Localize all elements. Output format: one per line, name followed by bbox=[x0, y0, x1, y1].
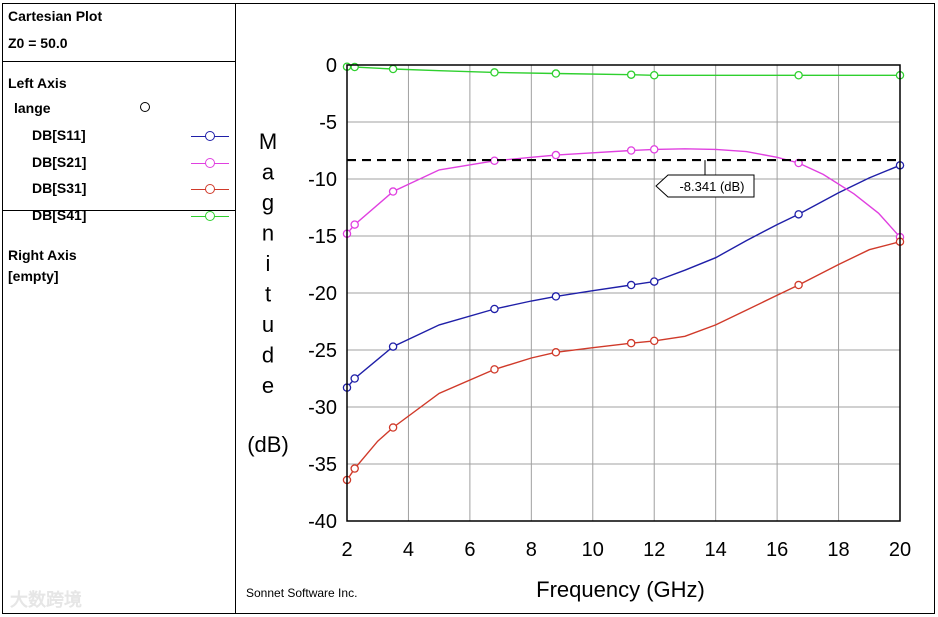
x-tick-label-20: 20 bbox=[889, 539, 911, 561]
x-tick-label-4: 4 bbox=[403, 539, 414, 561]
y-axis-title-letter-6: u bbox=[262, 312, 274, 337]
watermark-text: 大数跨境 bbox=[10, 590, 82, 610]
series-point-db-s31-3 bbox=[490, 365, 499, 374]
series-point-db-s21-3 bbox=[490, 156, 499, 166]
y-tick-label--10: -10 bbox=[308, 169, 337, 191]
series-point-db-s11-7 bbox=[794, 210, 803, 219]
grid bbox=[347, 65, 900, 521]
series-point-db-s31-4 bbox=[551, 348, 561, 357]
y-tick-label--40: -40 bbox=[308, 511, 337, 533]
y-axis-title-letter-1: a bbox=[262, 160, 275, 185]
series-point-db-s41-5 bbox=[626, 70, 636, 79]
series-point-db-s31-5 bbox=[626, 338, 636, 348]
legend-label-db-s21[interactable]: DB[S21] bbox=[32, 153, 87, 170]
series-point-db-s11-5 bbox=[626, 280, 636, 290]
x-tick-label-18: 18 bbox=[827, 539, 849, 561]
series-point-db-s41-6 bbox=[649, 71, 659, 80]
series-point-db-s41-7 bbox=[794, 71, 803, 80]
series-point-db-s11-4 bbox=[551, 292, 561, 301]
series-point-db-s21-4 bbox=[551, 150, 561, 160]
y-tick-label-0: 0 bbox=[326, 55, 337, 77]
y-tick-label--30: -30 bbox=[308, 397, 337, 419]
y-tick-label--20: -20 bbox=[308, 283, 337, 305]
series-point-db-s41-3 bbox=[490, 68, 499, 77]
series-point-db-s21-6 bbox=[649, 145, 659, 154]
series-point-db-s11-3 bbox=[490, 304, 499, 314]
series-line-db-s11 bbox=[346, 164, 901, 389]
y-tick-label--15: -15 bbox=[308, 226, 337, 248]
legend-marker-db-s21 bbox=[205, 157, 215, 168]
legend-group-name[interactable]: lange bbox=[14, 100, 51, 116]
left-axis-title: Left Axis bbox=[8, 75, 67, 91]
marker-label: -8.341 (dB) bbox=[679, 179, 744, 194]
series-point-db-s21-1 bbox=[350, 220, 359, 229]
marker-line: -8.341 (dB) bbox=[347, 158, 900, 198]
series-lines bbox=[342, 62, 905, 485]
x-tick-label-16: 16 bbox=[766, 539, 788, 561]
x-tick-label-10: 10 bbox=[582, 539, 604, 561]
y-axis-title-letter-4: i bbox=[266, 251, 271, 276]
x-axis-title: Frequency (GHz) bbox=[536, 577, 705, 602]
series-point-db-s31-6 bbox=[649, 336, 659, 346]
legend-label-db-s11[interactable]: DB[S11] bbox=[32, 127, 86, 143]
series-point-db-s31-1 bbox=[350, 464, 359, 473]
series-line-db-s21 bbox=[346, 148, 901, 238]
y-tick-label--25: -25 bbox=[308, 340, 337, 362]
tick-labels: 2 4 6 8 10 12 14 16 18 20 0 -5 -10 -15 -20 -25 -30 -35 -40 bbox=[308, 55, 911, 561]
x-tick-label-6: 6 bbox=[464, 539, 475, 561]
right-axis-value: [empty] bbox=[8, 268, 59, 284]
y-axis-title-letter-2: g bbox=[262, 190, 274, 215]
series-point-db-s31-2 bbox=[388, 423, 398, 432]
legend-sidebar: Cartesian Plot Z0 = 50.0 Left Axis lange… bbox=[2, 3, 236, 614]
legend-label-db-s31[interactable]: DB[S31] bbox=[32, 180, 87, 196]
series-point-db-s41-4 bbox=[551, 69, 561, 78]
right-axis-section: Right Axis [empty] bbox=[2, 211, 235, 291]
plot-info-section: Cartesian Plot Z0 = 50.0 bbox=[2, 3, 235, 62]
legend-marker-db-s41 bbox=[205, 210, 215, 221]
series-point-db-s11-2 bbox=[388, 342, 398, 351]
x-tick-label-2: 2 bbox=[341, 539, 352, 561]
legend-marker-db-s31 bbox=[205, 184, 215, 194]
legend-marker-db-s11 bbox=[205, 131, 215, 141]
series-line-db-s41 bbox=[346, 66, 900, 77]
y-axis-title-letter-0: M bbox=[259, 129, 277, 154]
series-point-db-s31-7 bbox=[794, 280, 803, 290]
group-marker-icon bbox=[140, 102, 150, 112]
series-point-db-s21-2 bbox=[388, 187, 398, 196]
x-tick-label-14: 14 bbox=[705, 539, 727, 561]
y-axis-title-letter-8: e bbox=[262, 373, 274, 398]
series-point-db-s11-6 bbox=[649, 277, 659, 286]
series-point-db-s41-2 bbox=[388, 64, 398, 74]
plot-area-border bbox=[346, 64, 901, 522]
left-axis-section: Left Axis lange DB[S11] DB[S21] DB[S31] DB[… bbox=[2, 62, 235, 223]
y-tick-label--35: -35 bbox=[308, 454, 337, 476]
x-tick-label-8: 8 bbox=[526, 539, 537, 561]
plot-window-frame bbox=[2, 3, 935, 614]
series-point-db-s21-5 bbox=[626, 146, 636, 155]
legend-label-db-s41[interactable]: DB[S41] bbox=[32, 206, 87, 223]
y-axis-title-letter-3: n bbox=[262, 221, 274, 246]
y-axis-title-unit: (dB) bbox=[247, 432, 289, 457]
series-point-db-s11-1 bbox=[350, 374, 359, 383]
z0-value: Z0 = 50.0 bbox=[8, 35, 68, 51]
y-axis-title-letter-5: t bbox=[265, 282, 271, 307]
y-tick-label--5: -5 bbox=[319, 112, 337, 134]
marker-callout-box bbox=[655, 174, 755, 198]
plot-title: Cartesian Plot bbox=[8, 8, 103, 24]
series-line-db-s31 bbox=[346, 241, 901, 481]
software-credit: Sonnet Software Inc. bbox=[246, 586, 357, 600]
right-axis-title: Right Axis bbox=[8, 247, 77, 263]
y-axis-title-letter-7: d bbox=[262, 343, 274, 368]
x-tick-label-12: 12 bbox=[643, 539, 665, 561]
